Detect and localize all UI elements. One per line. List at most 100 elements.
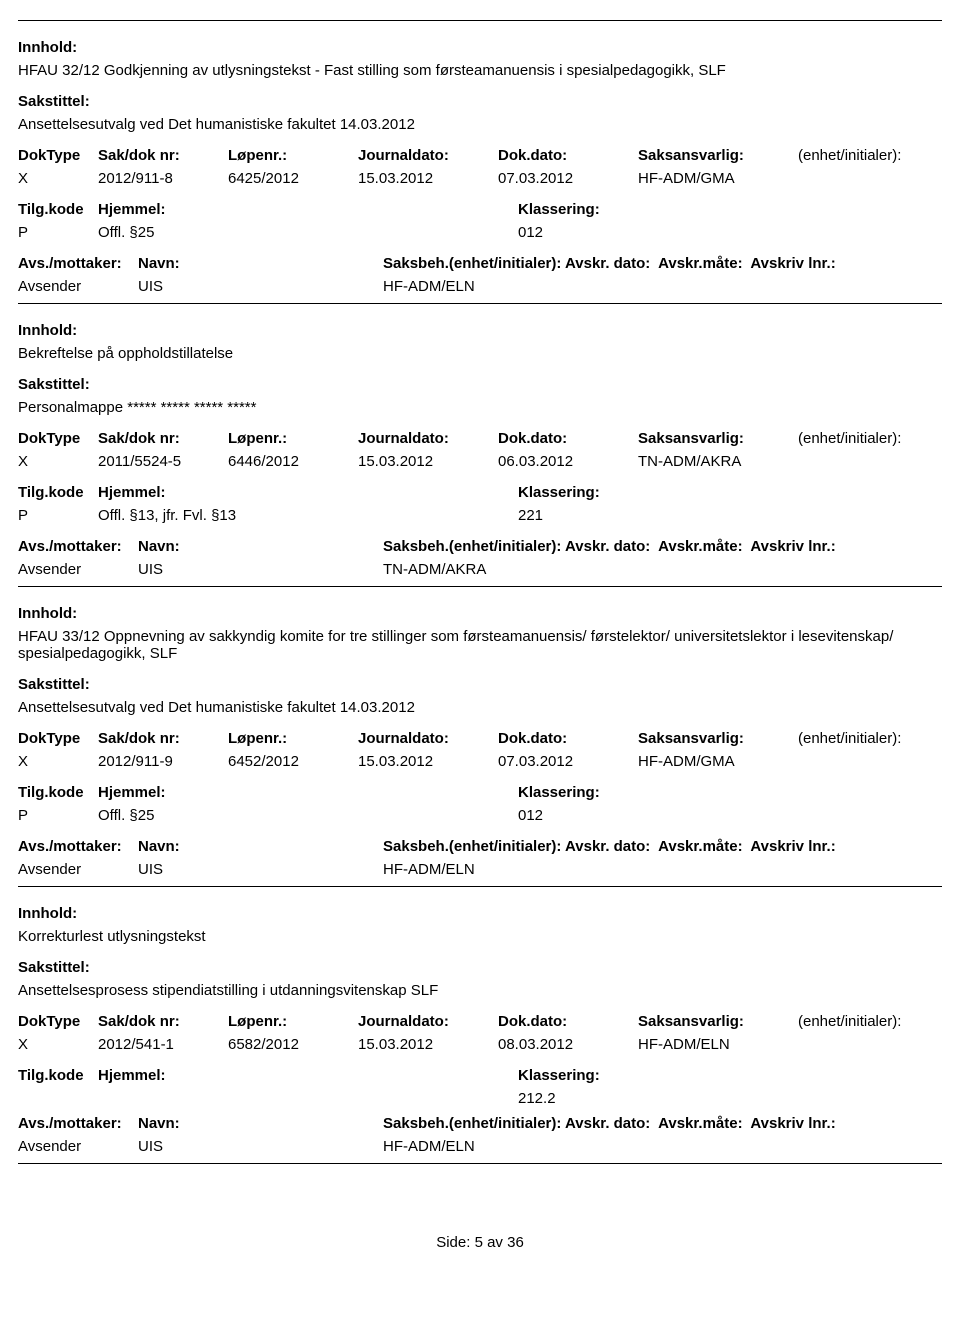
data-row: X 2011/5524-5 6446/2012 15.03.2012 06.03…	[18, 453, 942, 470]
saknr-value: 2012/541-1	[98, 1036, 228, 1053]
sakstittel-text: Ansettelsesutvalg ved Det humanistiske f…	[18, 116, 942, 133]
avskrivlnr-label: Avskriv lnr.:	[750, 838, 835, 855]
saknr-value: 2011/5524-5	[98, 453, 228, 470]
col-dokdato-label: Dok.dato:	[498, 730, 638, 747]
klassering-value: 012	[518, 224, 942, 241]
data-row: X 2012/541-1 6582/2012 15.03.2012 08.03.…	[18, 1036, 942, 1053]
col-lopenr-label: Løpenr.:	[228, 430, 358, 447]
col-journal-label: Journaldato:	[358, 1013, 498, 1030]
tilg-block: Tilg.kode Hjemmel: P Offl. §25 Klasserin…	[18, 201, 942, 247]
avskrmate-label: Avskr.måte:	[658, 1115, 743, 1132]
avsender-label: Avsender	[18, 861, 138, 878]
tilg-data-row: P Offl. §25	[18, 224, 388, 241]
avs-label-row: Avs./mottaker: Navn: Saksbeh.(enhet/init…	[18, 838, 942, 855]
hjemmel-label: Hjemmel:	[98, 201, 388, 218]
record: Innhold: HFAU 32/12 Godkjenning av utlys…	[18, 39, 942, 304]
avs-data-row: Avsender UIS HF-ADM/ELN	[18, 1138, 942, 1155]
avsmottaker-label: Avs./mottaker:	[18, 1115, 138, 1132]
record: Innhold: Bekreftelse på oppholdstillatel…	[18, 322, 942, 587]
hjemmel-value: Offl. §13, jfr. Fvl. §13	[98, 507, 388, 524]
saksbeh-labels: Saksbeh.(enhet/initialer): Avskr. dato: …	[383, 1115, 942, 1132]
klassering-value: 212.2	[518, 1090, 942, 1107]
col-doktype-label: DokType	[18, 430, 98, 447]
col-saksansvarlig-label: Saksansvarlig:	[638, 730, 798, 747]
record-divider	[18, 1163, 942, 1164]
saksbeh-label: Saksbeh.(enhet/initialer):	[383, 838, 561, 855]
col-saknr-label: Sak/dok nr:	[98, 147, 228, 164]
avsender-label: Avsender	[18, 1138, 138, 1155]
col-dokdato-label: Dok.dato:	[498, 430, 638, 447]
page-footer: Side: 5 av 36	[18, 1234, 942, 1251]
saksbeh-value: TN-ADM/AKRA	[383, 561, 942, 578]
col-saknr-label: Sak/dok nr:	[98, 730, 228, 747]
lopenr-value: 6446/2012	[228, 453, 358, 470]
avskrivlnr-label: Avskriv lnr.:	[750, 1115, 835, 1132]
avs-label-row: Avs./mottaker: Navn: Saksbeh.(enhet/init…	[18, 1115, 942, 1132]
saksbeh-value: HF-ADM/ELN	[383, 1138, 942, 1155]
navn-label: Navn:	[138, 538, 383, 555]
doktype-value: X	[18, 1036, 98, 1053]
avskrivlnr-label: Avskriv lnr.:	[750, 255, 835, 272]
tilgkode-label: Tilg.kode	[18, 201, 98, 218]
navn-label: Navn:	[138, 838, 383, 855]
avsmottaker-label: Avs./mottaker:	[18, 255, 138, 272]
klassering-value: 221	[518, 507, 942, 524]
innhold-text: Korrekturlest utlysningstekst	[18, 928, 942, 945]
avsender-label: Avsender	[18, 278, 138, 295]
avs-navn-value: UIS	[138, 1138, 383, 1155]
enhet-value	[798, 170, 938, 187]
saksbeh-label: Saksbeh.(enhet/initialer):	[383, 1115, 561, 1132]
sakstittel-label: Sakstittel:	[18, 93, 942, 110]
innhold-label: Innhold:	[18, 605, 942, 622]
avs-data-row: Avsender UIS HF-ADM/ELN	[18, 278, 942, 295]
avskrivlnr-label: Avskriv lnr.:	[750, 538, 835, 555]
col-doktype-label: DokType	[18, 147, 98, 164]
avskrmate-label: Avskr.måte:	[658, 838, 743, 855]
col-lopenr-label: Løpenr.:	[228, 147, 358, 164]
avs-data-row: Avsender UIS HF-ADM/ELN	[18, 861, 942, 878]
tilgkode-label: Tilg.kode	[18, 784, 98, 801]
col-journal-label: Journaldato:	[358, 430, 498, 447]
avskrdato-label: Avskr. dato:	[565, 538, 650, 555]
avsmottaker-label: Avs./mottaker:	[18, 538, 138, 555]
data-row: X 2012/911-8 6425/2012 15.03.2012 07.03.…	[18, 170, 942, 187]
avsmottaker-label: Avs./mottaker:	[18, 838, 138, 855]
saksbeh-label: Saksbeh.(enhet/initialer):	[383, 538, 561, 555]
hjemmel-value: Offl. §25	[98, 807, 388, 824]
col-lopenr-label: Løpenr.:	[228, 730, 358, 747]
tilg-label-row: Tilg.kode Hjemmel:	[18, 784, 388, 801]
navn-label: Navn:	[138, 255, 383, 272]
tilgkode-value: P	[18, 507, 98, 524]
journal-value: 15.03.2012	[358, 1036, 498, 1053]
avs-navn-value: UIS	[138, 278, 383, 295]
tilg-data-row: P Offl. §13, jfr. Fvl. §13	[18, 507, 388, 524]
record: Innhold: Korrekturlest utlysningstekst S…	[18, 905, 942, 1164]
avs-label-row: Avs./mottaker: Navn: Saksbeh.(enhet/init…	[18, 255, 942, 272]
hjemmel-label: Hjemmel:	[98, 784, 388, 801]
dokdato-value: 08.03.2012	[498, 1036, 638, 1053]
record-divider	[18, 303, 942, 304]
journal-value: 15.03.2012	[358, 453, 498, 470]
tilgkode-value: P	[18, 807, 98, 824]
record-divider	[18, 886, 942, 887]
saksansvarlig-value: HF-ADM/GMA	[638, 170, 798, 187]
hjemmel-label: Hjemmel:	[98, 1067, 388, 1084]
tilgkode-label: Tilg.kode	[18, 1067, 98, 1084]
tilg-label-row: Tilg.kode Hjemmel:	[18, 1067, 388, 1084]
avskrmate-label: Avskr.måte:	[658, 255, 743, 272]
col-enhet-label: (enhet/initialer):	[798, 1013, 938, 1030]
lopenr-value: 6425/2012	[228, 170, 358, 187]
col-saknr-label: Sak/dok nr:	[98, 430, 228, 447]
sakstittel-label: Sakstittel:	[18, 376, 942, 393]
data-row: X 2012/911-9 6452/2012 15.03.2012 07.03.…	[18, 753, 942, 770]
avskrdato-label: Avskr. dato:	[565, 838, 650, 855]
tilg-data-row: P Offl. §25	[18, 807, 388, 824]
tilgkode-label: Tilg.kode	[18, 484, 98, 501]
enhet-value	[798, 453, 938, 470]
sakstittel-label: Sakstittel:	[18, 959, 942, 976]
avs-data-row: Avsender UIS TN-ADM/AKRA	[18, 561, 942, 578]
col-dokdato-label: Dok.dato:	[498, 1013, 638, 1030]
footer-text: Side: 5 av 36	[436, 1234, 524, 1251]
innhold-text: HFAU 33/12 Oppnevning av sakkyndig komit…	[18, 628, 942, 662]
avs-label-row: Avs./mottaker: Navn: Saksbeh.(enhet/init…	[18, 538, 942, 555]
